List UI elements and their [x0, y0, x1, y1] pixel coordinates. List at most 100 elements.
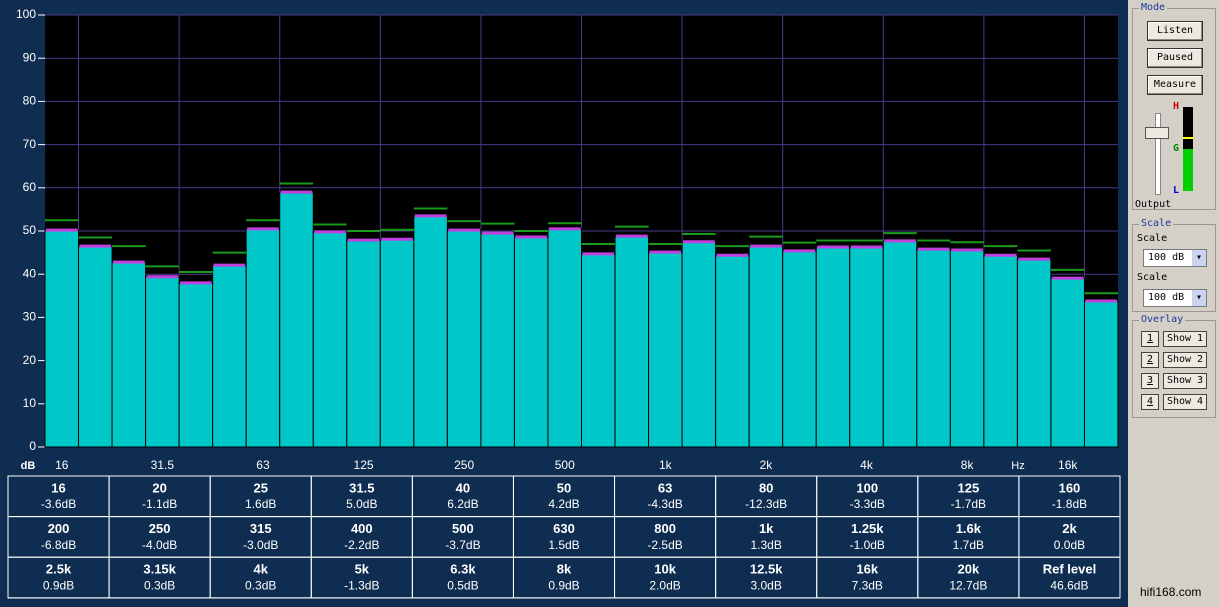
x-tick-label: 4k	[860, 458, 874, 472]
bar	[648, 251, 683, 448]
y-tick-label: 10	[23, 396, 37, 410]
x-tick-label: 8k	[961, 458, 975, 472]
band-label: 16	[51, 480, 65, 495]
y-tick-label: 0	[29, 439, 36, 453]
band-label: 160	[1059, 480, 1081, 495]
band-label: 20k	[958, 562, 980, 577]
level-peak	[1183, 137, 1193, 139]
bar	[949, 249, 985, 448]
y-axis-label: dB	[21, 460, 36, 472]
band-value: 4.2dB	[548, 497, 579, 511]
bar	[212, 264, 247, 448]
overlay-show-button[interactable]: Show 3	[1163, 373, 1207, 389]
x-tick-label: 2k	[760, 458, 774, 472]
output-label: Output	[1135, 199, 1172, 210]
band-value: -3.3dB	[850, 497, 885, 511]
overlay-number[interactable]: 1	[1141, 331, 1159, 347]
control-panel: Mode Listen Paused Measure H G L Output …	[1128, 0, 1220, 607]
overlay-show-button[interactable]: Show 1	[1163, 331, 1207, 347]
bar	[245, 228, 281, 448]
x-tick-label: 16	[55, 458, 69, 472]
band-value: -2.5dB	[647, 538, 682, 552]
table-cell	[1018, 556, 1121, 599]
button[interactable]: Listen	[1147, 21, 1203, 41]
mode-group: Mode Listen Paused Measure H G L Output	[1132, 2, 1216, 210]
bar	[145, 276, 180, 448]
bar	[413, 215, 448, 448]
scale-select[interactable]: 100 dB	[1143, 249, 1207, 267]
band-value: -4.0dB	[142, 538, 177, 552]
band-label: 63	[658, 480, 672, 495]
overlay-number[interactable]: 3	[1141, 373, 1159, 389]
bar	[815, 246, 851, 448]
x-axis-label: Hz	[1011, 460, 1024, 472]
bar	[513, 236, 549, 448]
band-label: 1.25k	[851, 521, 884, 536]
button[interactable]: Paused	[1147, 48, 1203, 68]
band-label: 800	[654, 521, 676, 536]
band-label: 3.15k	[143, 562, 176, 577]
level-fill	[1183, 149, 1193, 191]
band-label: 1k	[759, 521, 774, 536]
slider-thumb[interactable]	[1145, 127, 1169, 139]
band-label: 16k	[856, 562, 878, 577]
x-tick-label: 16k	[1058, 458, 1078, 472]
band-value: 1.5dB	[548, 538, 579, 552]
band-value: -1.1dB	[142, 497, 177, 511]
y-tick-label: 40	[23, 266, 37, 280]
x-tick-label: 1k	[659, 458, 673, 472]
bar	[178, 282, 214, 448]
band-value: -3.0dB	[243, 538, 278, 552]
bar	[782, 250, 817, 448]
bar	[78, 245, 113, 448]
overlay-row: 2 Show 2	[1141, 352, 1219, 368]
overlay-show-button[interactable]: Show 2	[1163, 352, 1207, 368]
bar	[1050, 277, 1085, 448]
overlay-number[interactable]: 4	[1141, 394, 1159, 410]
overlay-show-button[interactable]: Show 4	[1163, 394, 1207, 410]
table-frame	[7, 475, 1121, 599]
band-value: -1.8dB	[1052, 497, 1087, 511]
bar	[849, 246, 884, 448]
band-value: 0.3dB	[144, 578, 175, 592]
bar	[1083, 300, 1119, 448]
band-value: 1.7dB	[953, 538, 984, 552]
band-label: 50	[557, 480, 571, 495]
overlay-number[interactable]: 2	[1141, 352, 1159, 368]
overlay-row: 1 Show 1	[1141, 331, 1219, 347]
y-tick-label: 70	[23, 137, 37, 151]
y-tick-label: 30	[23, 310, 37, 324]
band-value: -3.6dB	[41, 497, 76, 511]
scale-select[interactable]: 100 dB	[1143, 289, 1207, 307]
band-label: 2.5k	[46, 562, 72, 577]
overlay-group: Overlay 1 Show 1 2 Show 2 3 Show 3 4 Show 4	[1132, 314, 1219, 418]
band-value: 3.0dB	[751, 578, 782, 592]
band-value: 0.3dB	[245, 578, 276, 592]
bar	[379, 238, 415, 448]
band-label: 40	[456, 480, 470, 495]
band-value: 0.0dB	[1054, 538, 1085, 552]
y-tick-label: 90	[23, 50, 37, 64]
band-value: 0.5dB	[447, 578, 478, 592]
band-label: 500	[452, 521, 474, 536]
y-tick-label: 20	[23, 353, 37, 367]
band-label: 200	[48, 521, 70, 536]
band-value: -3.7dB	[445, 538, 480, 552]
scale-group: Scale Scale 100 dB Scale 100 dB	[1132, 218, 1216, 312]
x-tick-label: 63	[256, 458, 270, 472]
x-tick-label: 125	[354, 458, 374, 472]
band-value: -1.3dB	[344, 578, 379, 592]
band-value: -4.3dB	[647, 497, 682, 511]
bar	[983, 254, 1018, 448]
bar	[44, 229, 80, 448]
scale-label: Scale	[1137, 272, 1168, 283]
band-label: 25	[253, 480, 267, 495]
band-label: 10k	[654, 562, 676, 577]
button[interactable]: Measure	[1147, 75, 1203, 95]
x-tick-label: 31.5	[151, 458, 175, 472]
band-label: 250	[149, 521, 171, 536]
band-label: 80	[759, 480, 773, 495]
group-caption: Mode	[1139, 2, 1168, 13]
bar	[279, 191, 314, 448]
